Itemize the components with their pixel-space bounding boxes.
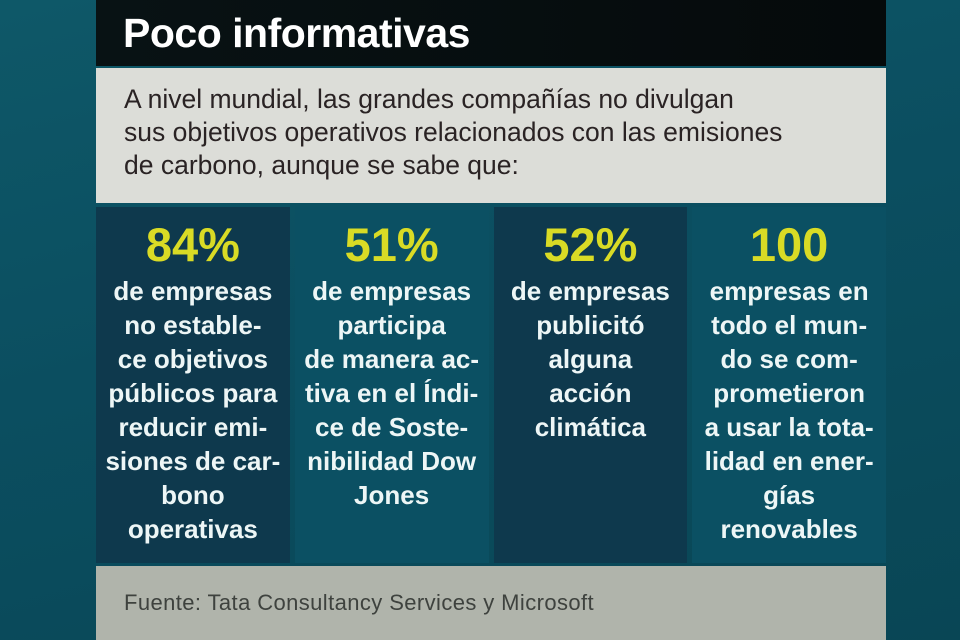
intro-text: A nivel mundial, las grandes compañías n… — [124, 84, 783, 180]
stat-description: de empresas publicitó alguna acción clim… — [510, 276, 670, 442]
footer-bar: Fuente: Tata Consultancy Services y Micr… — [96, 566, 886, 640]
stat-column-4: 100 empresas en todo el mun- do se com- … — [692, 207, 886, 563]
stat-description: de empresas no estable- ce objetivos púb… — [105, 276, 281, 544]
header-bar: Poco informativas — [96, 0, 886, 66]
infographic-content: Poco informativas A nivel mundial, las g… — [96, 0, 886, 640]
stats-grid: 84% de empresas no estable- ce objetivos… — [96, 207, 886, 563]
stat-column-1: 84% de empresas no estable- ce objetivos… — [96, 207, 290, 563]
stat-value: 52% — [543, 218, 638, 271]
stat-value: 100 — [749, 218, 829, 271]
intro-panel: A nivel mundial, las grandes compañías n… — [96, 68, 886, 203]
page-title: Poco informativas — [123, 9, 470, 56]
stat-column-2: 51% de empresas participa de manera ac- … — [294, 207, 489, 563]
stat-value: 51% — [344, 218, 439, 271]
stat-description: de empresas participa de manera ac- tiva… — [304, 276, 480, 510]
stat-value: 84% — [145, 218, 240, 271]
stat-description: empresas en todo el mun- do se com- prom… — [704, 276, 874, 544]
stat-column-3: 52% de empresas publicitó alguna acción … — [493, 207, 688, 563]
source-text: Fuente: Tata Consultancy Services y Micr… — [124, 590, 595, 615]
